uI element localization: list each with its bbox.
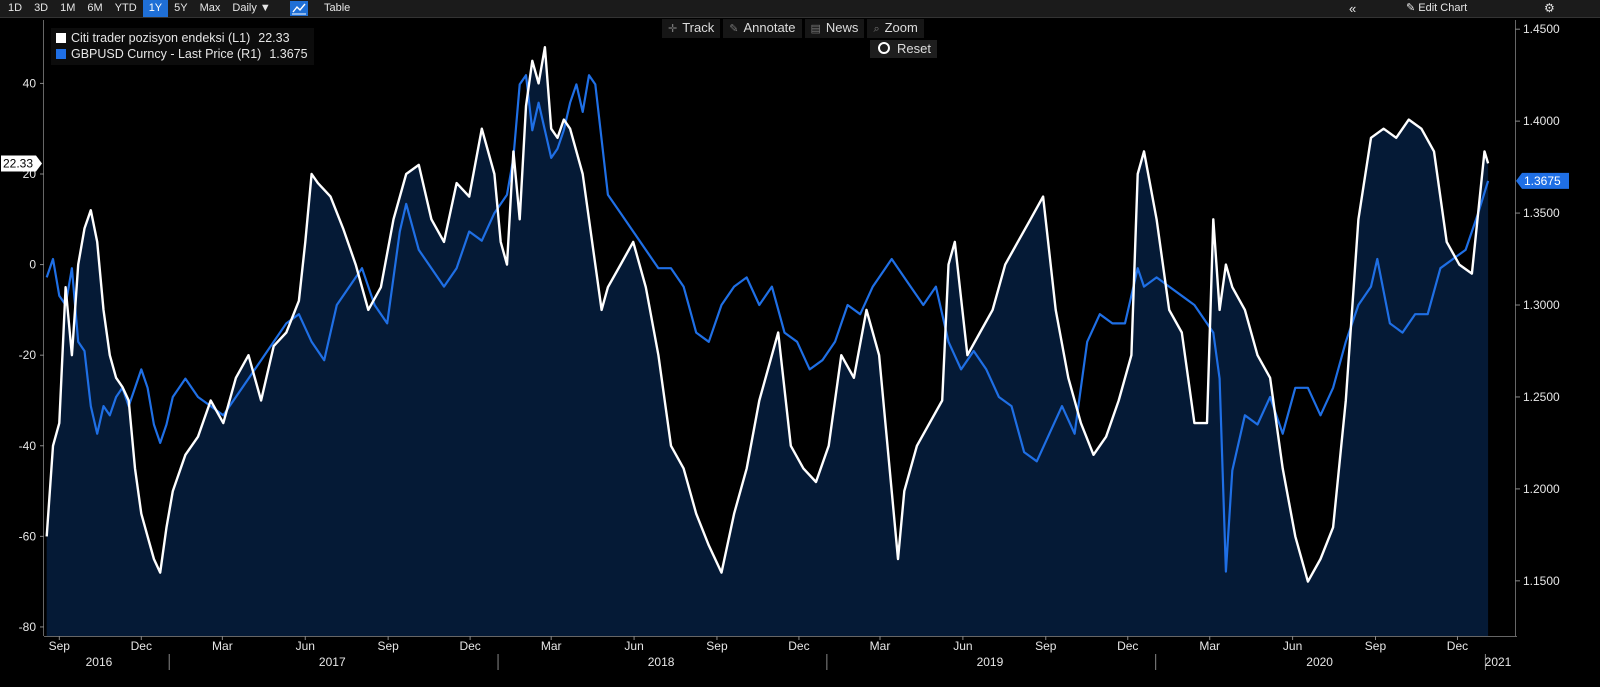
month-label: Sep — [706, 639, 728, 653]
year-label: 2021 — [1485, 655, 1512, 669]
range-button-1m[interactable]: 1M — [60, 2, 76, 14]
legend-value-citi: 22.33 — [258, 31, 290, 45]
month-label: Sep — [49, 639, 71, 653]
citi-last-value-label: 22.33 — [3, 156, 33, 170]
line-chart-type-icon[interactable] — [290, 1, 308, 16]
left-tick-label: -20 — [19, 348, 37, 362]
month-label: Mar — [1199, 639, 1220, 653]
gbpusd-last-value-flag — [1516, 172, 1569, 189]
legend-value-gbpusd: 1.3675 — [269, 47, 308, 61]
month-label: Mar — [541, 639, 562, 653]
month-label: Dec — [788, 639, 809, 653]
left-tick-label: -60 — [19, 529, 37, 543]
chart-toolbar: 1D 3D 1M 6M YTD 1Y 5Y Max Daily ▼ Table « ✎ Edit… — [0, 0, 1600, 18]
right-tick-label: 1.2500 — [1523, 390, 1560, 404]
crosshair-icon: ✛ — [668, 23, 678, 35]
left-tick-label: 0 — [29, 258, 36, 272]
gear-icon[interactable]: ⚙ — [1544, 1, 1555, 15]
right-tick-label: 1.3500 — [1523, 206, 1560, 220]
month-label: Dec — [1117, 639, 1138, 653]
right-tick-label: 1.4500 — [1523, 22, 1560, 36]
month-label: Sep — [1365, 639, 1387, 653]
year-label: 2016 — [86, 655, 113, 669]
month-label: Mar — [870, 639, 891, 653]
year-label: 2019 — [977, 655, 1004, 669]
month-label: Sep — [377, 639, 399, 653]
zoom-button[interactable]: ⌕ Zoom — [867, 19, 924, 38]
range-button-1y[interactable]: 1Y — [142, 0, 169, 17]
month-label: Dec — [459, 639, 480, 653]
left-tick-label: 40 — [23, 76, 37, 90]
zoom-label: Zoom — [884, 20, 918, 35]
right-tick-label: 1.4000 — [1523, 114, 1560, 128]
month-label: Mar — [212, 639, 233, 653]
collapse-icon[interactable]: « — [1349, 1, 1357, 16]
range-button-ytd[interactable]: YTD — [114, 2, 137, 14]
reset-label: Reset — [897, 41, 931, 56]
right-tick-label: 1.1500 — [1523, 574, 1560, 588]
track-label: Track — [682, 20, 715, 35]
annotate-button[interactable]: ✎ Annotate — [723, 19, 802, 38]
legend-label-citi: Citi trader pozisyon endeksi (L1) — [71, 31, 251, 45]
range-button-1d[interactable]: 1D — [8, 2, 23, 14]
right-tick-label: 1.2000 — [1523, 482, 1560, 496]
magnifier-icon: ⌕ — [873, 23, 880, 35]
month-label: Dec — [131, 639, 152, 653]
reset-button[interactable]: Reset — [870, 40, 937, 58]
reset-icon — [878, 42, 890, 54]
range-button-6m[interactable]: 6M — [87, 2, 103, 14]
legend-entry-citi[interactable]: Citi trader pozisyon endeksi (L1) 22.33 — [56, 30, 308, 46]
news-label: News — [825, 20, 859, 35]
news-button[interactable]: ▤ News — [804, 19, 865, 38]
gbpusd-last-value-label: 1.3675 — [1524, 174, 1561, 188]
table-button[interactable]: Table — [324, 2, 351, 14]
legend-entry-gbpusd[interactable]: GBPUSD Curncy - Last Price (R1) 1.3675 — [56, 46, 308, 62]
track-button[interactable]: ✛ Track — [662, 19, 721, 38]
edit-chart-button[interactable]: ✎ Edit Chart — [1406, 2, 1468, 14]
chart-canvas: 40200-20-40-60-801.45001.40001.35001.300… — [1, 20, 1569, 670]
annotate-label: Annotate — [743, 20, 796, 35]
citi-area-fill — [46, 47, 1489, 636]
news-icon: ▤ — [810, 23, 821, 35]
citi-last-value-flag — [1, 155, 42, 172]
range-buttons: 1D 3D 1M 6M YTD 1Y 5Y Max Daily ▼ — [2, 0, 277, 17]
range-button-max[interactable]: Max — [199, 2, 221, 14]
left-tick-label: -80 — [19, 620, 37, 634]
frequency-dropdown[interactable]: Daily ▼ — [232, 2, 271, 14]
month-label: Sep — [1035, 639, 1057, 653]
legend-label-gbpusd: GBPUSD Curncy - Last Price (R1) — [71, 47, 262, 61]
month-label: Jun — [953, 639, 972, 653]
month-label: Jun — [1283, 639, 1302, 653]
right-tick-label: 1.3000 — [1523, 298, 1560, 312]
month-label: Dec — [1447, 639, 1468, 653]
year-label: 2017 — [319, 655, 346, 669]
pencil-icon: ✎ — [729, 23, 739, 35]
month-label: Jun — [624, 639, 643, 653]
chart-legend: Citi trader pozisyon endeksi (L1) 22.33 … — [51, 28, 314, 65]
year-label: 2018 — [648, 655, 675, 669]
chart-tools: ✛ Track ✎ Annotate ▤ News ⌕ Zoom — [662, 19, 927, 38]
month-label: Jun — [296, 639, 315, 653]
range-button-5y[interactable]: 5Y — [174, 2, 188, 14]
legend-swatch-citi — [56, 33, 66, 43]
left-tick-label: -40 — [19, 439, 37, 453]
range-button-3d[interactable]: 3D — [34, 2, 49, 14]
year-label: 2020 — [1306, 655, 1333, 669]
citi-series-line[interactable] — [45, 46, 1490, 583]
legend-swatch-gbpusd — [56, 49, 66, 59]
